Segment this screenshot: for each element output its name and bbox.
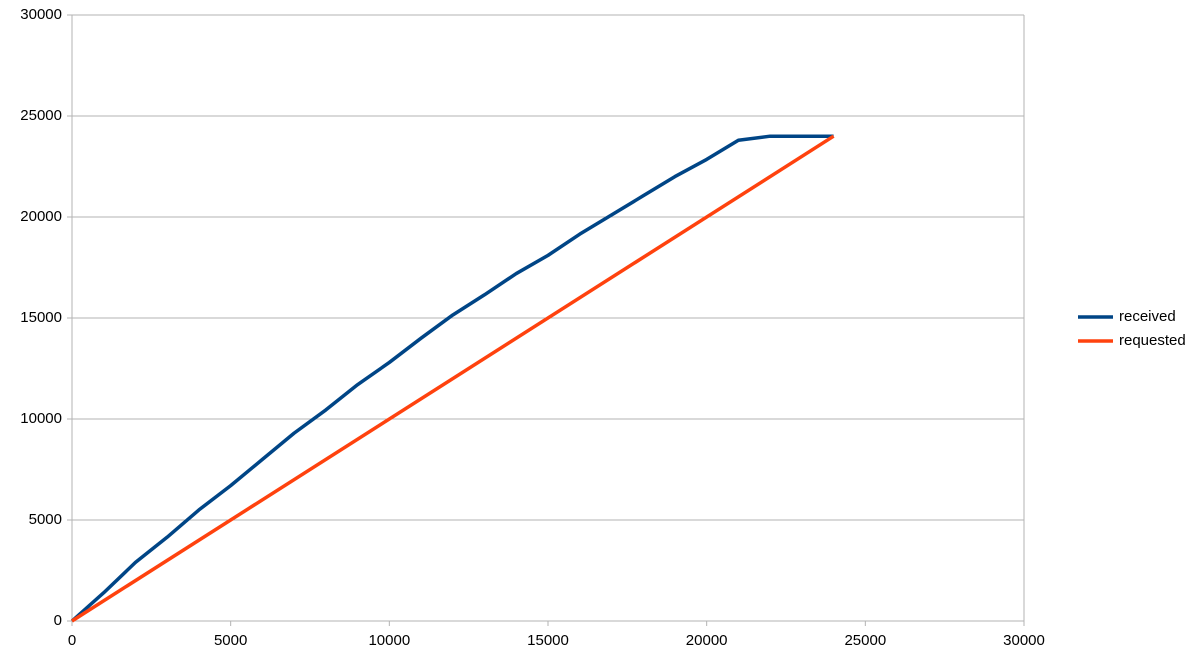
legend-label: received: [1119, 308, 1176, 325]
y-tick-label: 5000: [29, 511, 62, 528]
y-tick-label: 30000: [20, 6, 62, 23]
x-tick-label: 15000: [527, 632, 569, 649]
series-line: [71, 134, 835, 623]
y-tick-label: 0: [54, 612, 62, 629]
x-tick-label: 10000: [368, 632, 410, 649]
y-tick-label: 25000: [20, 107, 62, 124]
x-tick-label: 0: [68, 632, 76, 649]
legend-label: requested: [1119, 332, 1186, 349]
y-tick-label: 10000: [20, 410, 62, 427]
y-tick-label: 15000: [20, 309, 62, 326]
x-tick-label: 5000: [214, 632, 247, 649]
x-tick-label: 30000: [1003, 632, 1045, 649]
x-tick-label: 25000: [844, 632, 886, 649]
series-line: [70, 134, 834, 623]
y-tick-label: 20000: [20, 208, 62, 225]
x-tick-label: 20000: [686, 632, 728, 649]
